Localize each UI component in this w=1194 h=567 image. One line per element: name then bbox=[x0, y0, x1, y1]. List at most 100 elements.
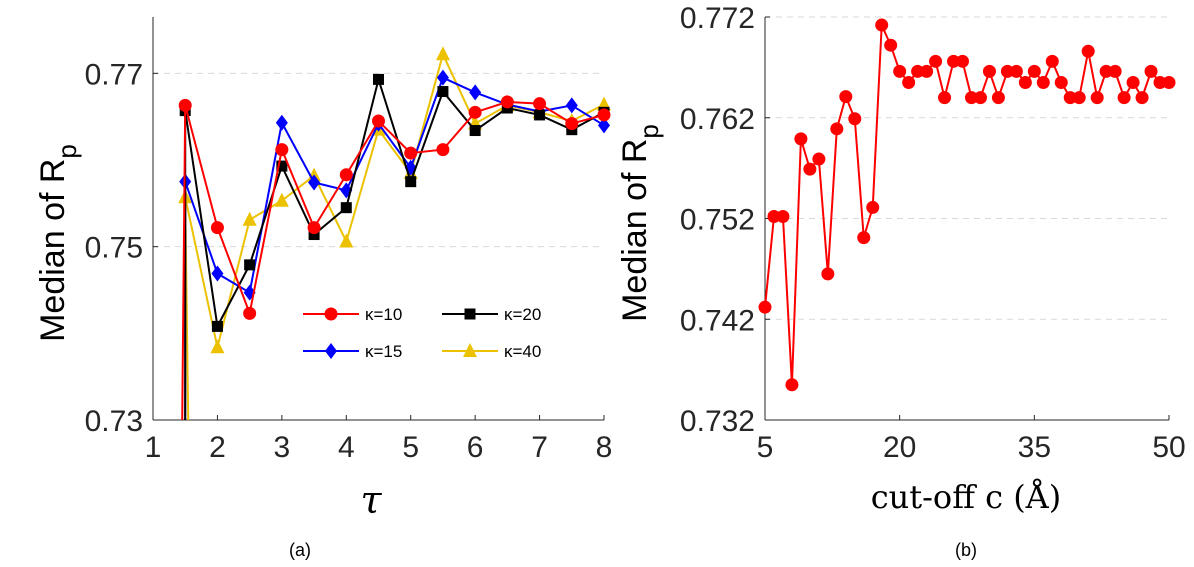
a-x-tick-label: 2 bbox=[209, 431, 226, 464]
a-x-tick-label: 7 bbox=[531, 431, 548, 464]
a-point bbox=[307, 221, 321, 235]
a-caption: (a) bbox=[289, 540, 311, 560]
b-point bbox=[821, 267, 835, 281]
a-y-tick-label: 0.75 bbox=[85, 232, 143, 265]
a-point bbox=[372, 114, 385, 128]
b-point bbox=[776, 209, 790, 223]
a-point bbox=[468, 105, 482, 119]
a-point bbox=[275, 143, 289, 157]
b-y-axis-label-sub: p bbox=[634, 124, 664, 138]
b-point bbox=[902, 75, 916, 89]
a-point bbox=[242, 211, 257, 226]
b-point bbox=[812, 152, 826, 166]
a-legend-marker bbox=[324, 307, 338, 321]
a-point bbox=[211, 320, 223, 332]
a-x-tick-label: 3 bbox=[274, 431, 291, 464]
chart-panel-a: 1 2 3 4 5 6 7 80.730.750.77 Median of Rp τ (a) … bbox=[34, 17, 612, 560]
b-point bbox=[938, 91, 952, 105]
a-legend-marker bbox=[463, 343, 477, 357]
b-point bbox=[1072, 91, 1086, 105]
a-gridlines bbox=[153, 72, 604, 248]
b-point bbox=[956, 54, 970, 68]
b-point bbox=[1036, 75, 1050, 89]
b-x-tick-label: 5 bbox=[757, 431, 774, 464]
a-point bbox=[340, 202, 352, 214]
a-y-tick-label: 0.73 bbox=[85, 405, 143, 438]
a-series-0 bbox=[178, 95, 611, 421]
a-point bbox=[437, 86, 449, 98]
a-y-tick-label: 0.77 bbox=[85, 58, 143, 91]
b-point bbox=[982, 64, 996, 78]
b-point bbox=[1162, 75, 1176, 89]
b-y-axis-label: Median of Rp bbox=[616, 124, 664, 322]
b-point bbox=[1045, 54, 1059, 68]
a-point bbox=[436, 143, 450, 157]
b-point bbox=[1018, 75, 1032, 89]
a-point bbox=[435, 46, 450, 61]
a-x-tick-label: 6 bbox=[467, 431, 484, 464]
a-point bbox=[339, 168, 353, 182]
b-point bbox=[1090, 91, 1104, 105]
a-point bbox=[308, 174, 321, 191]
a-x-tick-label: 8 bbox=[596, 431, 613, 464]
a-point bbox=[308, 229, 320, 241]
a-legend-marker bbox=[325, 343, 337, 359]
b-point bbox=[1144, 64, 1158, 78]
b-point bbox=[1117, 91, 1131, 105]
b-point bbox=[758, 300, 772, 314]
b-point bbox=[839, 90, 853, 104]
b-point bbox=[866, 200, 880, 214]
chart-panel-b: 5 20 35 50 0.732 0.742 0.752 0.762 0.772 Median … bbox=[616, 2, 1186, 560]
b-x-tick-label: 20 bbox=[883, 431, 916, 464]
a-point bbox=[469, 125, 481, 137]
b-point bbox=[893, 64, 907, 78]
a-legend-label: κ=40 bbox=[504, 342, 541, 361]
b-point bbox=[857, 231, 871, 245]
a-point bbox=[565, 97, 578, 114]
b-y-tick-label: 0.762 bbox=[680, 103, 755, 136]
a-point bbox=[500, 95, 514, 109]
b-caption: (b) bbox=[955, 540, 977, 560]
b-point bbox=[1009, 64, 1023, 78]
b-point bbox=[1108, 64, 1122, 78]
b-point bbox=[929, 54, 943, 68]
b-point bbox=[1027, 64, 1041, 78]
b-point bbox=[785, 378, 799, 392]
a-point bbox=[469, 84, 482, 101]
a-point bbox=[436, 69, 449, 86]
b-y-tick-label: 0.742 bbox=[680, 304, 755, 337]
b-x-tick-label: 50 bbox=[1152, 431, 1185, 464]
b-tick-labels: 5 20 35 50 0.732 0.742 0.752 0.762 0.772 bbox=[680, 2, 1186, 464]
b-point bbox=[848, 112, 862, 126]
a-y-axis-label: Median of Rp bbox=[34, 144, 82, 342]
a-point bbox=[243, 306, 257, 320]
a-x-axis-label: τ bbox=[360, 478, 382, 522]
b-point bbox=[884, 38, 898, 52]
a-point bbox=[274, 192, 289, 207]
a-legend-marker bbox=[464, 308, 476, 320]
b-point bbox=[1054, 75, 1068, 89]
a-point bbox=[597, 108, 611, 122]
a-point bbox=[211, 265, 224, 282]
b-x-axis-label: cut-off c (Å) bbox=[871, 478, 1062, 516]
a-point bbox=[275, 114, 288, 131]
a-point bbox=[534, 109, 546, 121]
b-point bbox=[1126, 75, 1140, 89]
a-point bbox=[178, 98, 192, 112]
a-point bbox=[405, 176, 417, 188]
a-series bbox=[178, 46, 611, 421]
b-point bbox=[1081, 44, 1095, 58]
a-legend-label: κ=10 bbox=[365, 305, 402, 324]
a-point bbox=[244, 259, 256, 271]
b-point bbox=[803, 162, 817, 176]
b-y-tick-label: 0.772 bbox=[680, 2, 755, 35]
a-point bbox=[598, 117, 610, 134]
a-legend-label: κ=20 bbox=[504, 305, 541, 324]
a-x-tick-label: 1 bbox=[145, 431, 162, 464]
b-gridlines bbox=[765, 16, 1169, 320]
a-y-axis-label-sub: p bbox=[52, 144, 82, 158]
a-x-tick-label: 5 bbox=[402, 431, 419, 464]
a-point bbox=[373, 73, 384, 85]
b-axes bbox=[764, 16, 1170, 421]
